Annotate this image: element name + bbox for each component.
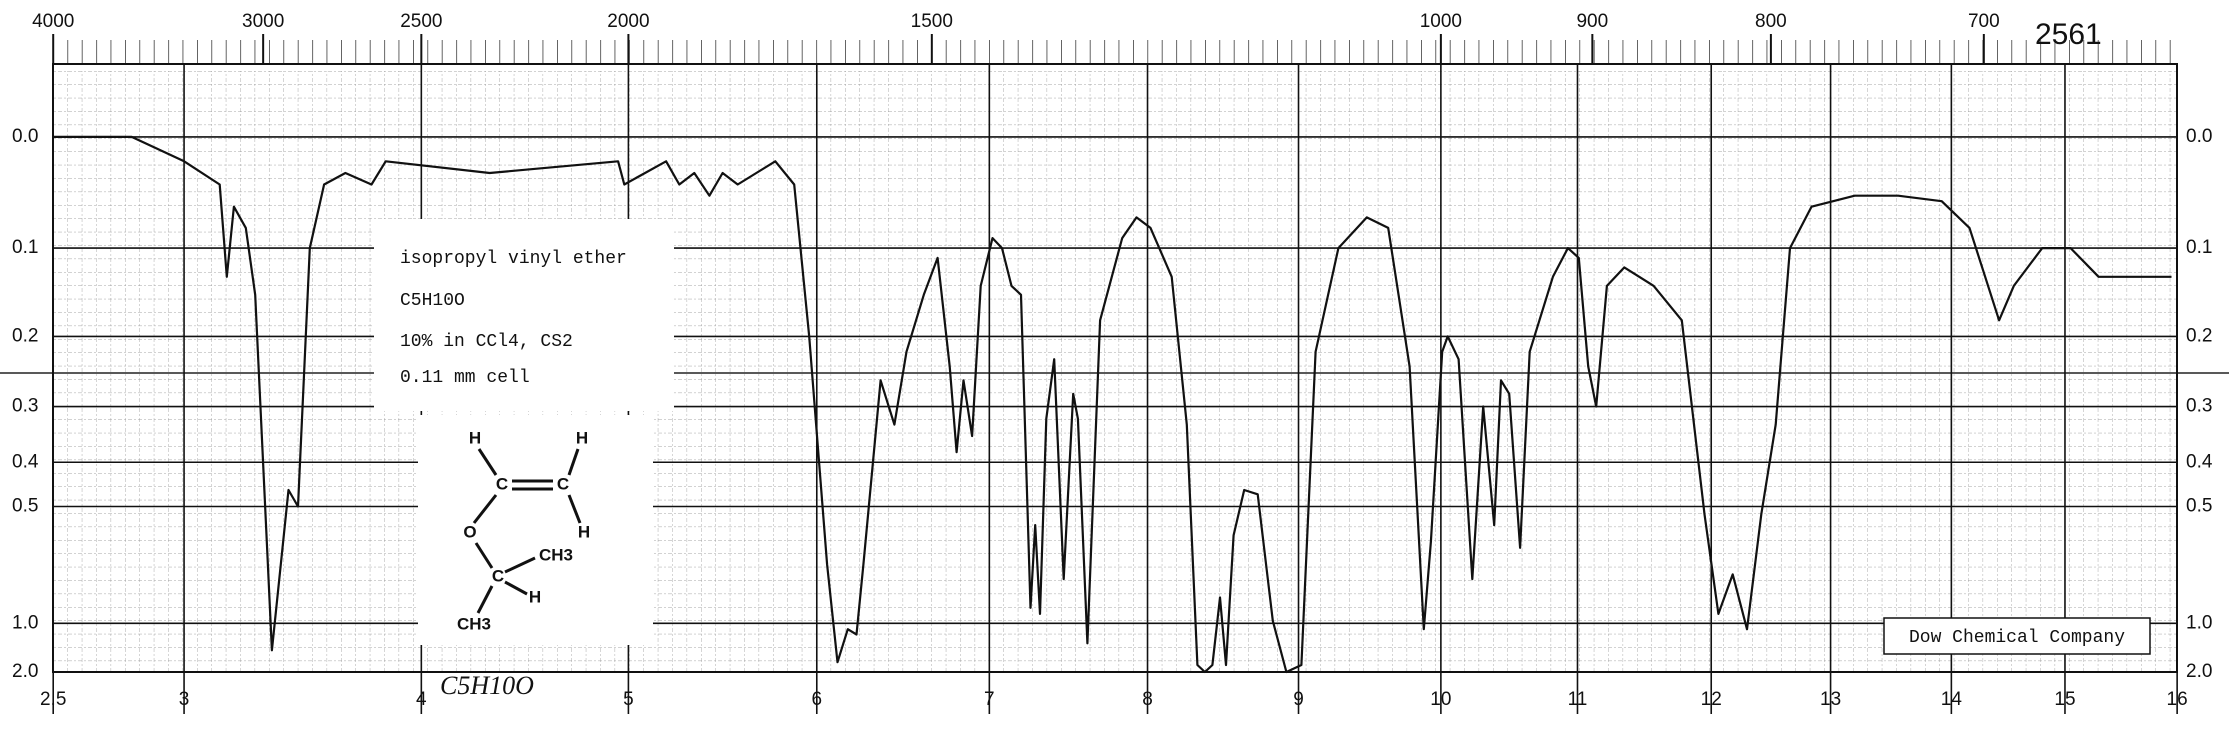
bond: [567, 494, 582, 524]
sample-name: isopropyl vinyl ether: [400, 249, 627, 269]
atom-label: H: [529, 587, 541, 606]
x-tick-label: 3: [179, 689, 190, 710]
y-tick-label: 0.1: [12, 237, 38, 258]
y-tick-label: 0.2: [12, 325, 38, 346]
atom-label: O: [463, 522, 476, 541]
x-tick-label: 16: [2167, 689, 2188, 710]
x-tick-label: 14: [1941, 689, 1963, 710]
source-label: Dow Chemical Company: [1909, 628, 2125, 648]
x2-tick-label: 1000: [1420, 11, 1462, 32]
atom-label: H: [576, 428, 588, 447]
x2-tick-label: 900: [1576, 11, 1608, 32]
x-tick-label: 6: [811, 689, 822, 710]
sample-solution: 10% in CCl4, CS2: [400, 332, 573, 352]
sample-info-background: [374, 219, 674, 411]
bond: [504, 556, 536, 574]
y-tick-label-right: 0.0: [2186, 126, 2212, 147]
sample-cell: 0.11 mm cell: [400, 368, 530, 388]
y-tick-label: 2.0: [12, 661, 38, 682]
atom-label: C: [557, 474, 569, 493]
y-tick-label-right: 2.0: [2186, 661, 2212, 682]
x-tick-label: 7: [984, 689, 995, 710]
atom-label: H: [469, 428, 481, 447]
x2-tick-label: 2000: [607, 11, 649, 32]
y-tick-label-right: 0.2: [2186, 325, 2212, 346]
minor-grid: [0, 40, 2229, 673]
x-tick-label: 5: [623, 689, 634, 710]
x-tick-label: 13: [1820, 689, 1841, 710]
handwritten-formula: C5H10O: [440, 671, 534, 700]
bond: [504, 580, 528, 596]
y-tick-label-right: 0.1: [2186, 237, 2212, 258]
bond: [474, 542, 494, 569]
bond: [476, 585, 494, 614]
sample-formula: C5H10O: [400, 291, 465, 311]
spectrum-line: [53, 135, 2172, 674]
x-tick-label: 4: [416, 689, 427, 710]
x-tick-label: 9: [1293, 689, 1304, 710]
y-tick-label: 0.5: [12, 496, 38, 517]
x-tick-label: 8: [1142, 689, 1153, 710]
y-tick-label-right: 1.0: [2186, 612, 2212, 633]
y-tick-label: 0.4: [12, 451, 39, 472]
y-tick-label: 0.0: [12, 126, 38, 147]
y-tick-label: 0.3: [12, 396, 38, 417]
chart-number: 2561: [2035, 18, 2102, 51]
atom-label: C: [492, 566, 504, 585]
x2-tick-label: 1500: [911, 11, 953, 32]
x2-tick-label: 700: [1968, 11, 2000, 32]
x-tick-label: 12: [1701, 689, 1722, 710]
x2-tick-label: 800: [1755, 11, 1787, 32]
bond: [472, 494, 498, 524]
sample-info: isopropyl vinyl ether C5H10O 10% in CCl4…: [374, 219, 674, 411]
bond: [477, 448, 498, 476]
x-tick-label: 2.5: [40, 689, 66, 710]
bond: [567, 448, 580, 476]
x2-tick-label: 3000: [242, 11, 284, 32]
x2-tick-label: 2500: [400, 11, 442, 32]
source-background: [1883, 617, 2151, 655]
structure-bonds: [472, 448, 582, 614]
y-tick-label-right: 0.4: [2186, 451, 2213, 472]
minor-grid-horizontal: [53, 71, 2177, 672]
top-minor-ticks: [53, 40, 2177, 64]
atom-label: CH3: [539, 545, 573, 564]
x-tick-label: 10: [1430, 689, 1451, 710]
y-tick-label-right: 0.3: [2186, 396, 2212, 417]
atom-label: H: [578, 522, 590, 541]
source: Dow Chemical Company: [1883, 617, 2151, 655]
x-tick-label: 15: [2054, 689, 2075, 710]
structure-diagram: H H C C O H CH3 C H CH3: [418, 415, 653, 645]
atom-label: CH3: [457, 614, 491, 633]
x-tick-label: 11: [1568, 689, 1588, 710]
x2-tick-label: 4000: [32, 11, 74, 32]
atom-label: C: [496, 474, 508, 493]
y-tick-label: 1.0: [12, 612, 38, 633]
y-tick-label-right: 0.5: [2186, 496, 2212, 517]
structure-background: [418, 415, 653, 645]
